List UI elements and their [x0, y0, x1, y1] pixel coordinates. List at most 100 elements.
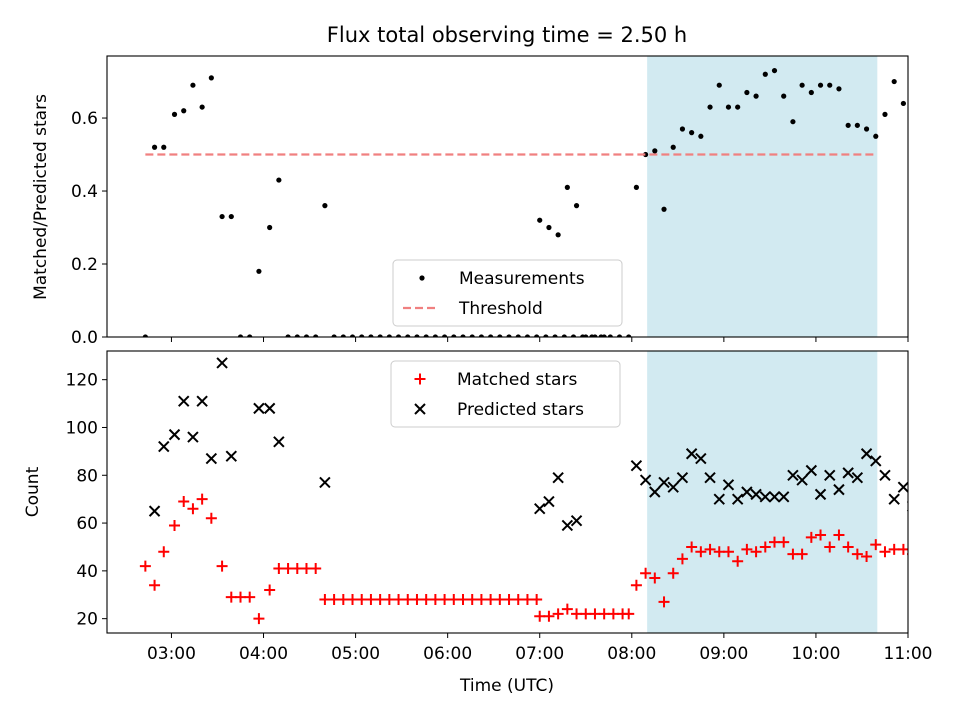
bottom-point	[759, 491, 772, 503]
top-point	[506, 334, 512, 337]
top-point	[267, 224, 273, 231]
bottom-point	[205, 512, 217, 524]
bottom-point	[570, 514, 583, 527]
legend-label: Threshold	[458, 299, 543, 319]
x-tick-label: 09:00	[699, 644, 748, 664]
top-point	[460, 334, 466, 337]
legend-box	[390, 360, 621, 428]
top-y-tick-label: 0.2	[71, 255, 98, 275]
top-series	[142, 67, 943, 337]
top-point	[744, 89, 750, 96]
top-y-tick-label: 0.4	[71, 182, 98, 202]
bottom-point	[521, 594, 533, 606]
bottom-point	[815, 529, 827, 541]
bottom-point	[543, 495, 555, 508]
bottom-point	[787, 548, 799, 560]
bottom-point	[768, 491, 781, 503]
bottom-point	[178, 496, 190, 508]
bottom-point	[598, 608, 610, 620]
top-point	[910, 83, 915, 88]
bottom-point	[196, 395, 208, 407]
x-tick-label: 10:00	[791, 644, 840, 664]
bottom-y-axis-label: Count	[23, 466, 43, 517]
bottom-point	[356, 594, 368, 606]
legend-box	[392, 259, 623, 327]
top-point	[900, 100, 906, 107]
bottom-point	[935, 549, 946, 560]
bottom-point	[235, 591, 246, 603]
bottom-point	[888, 493, 900, 505]
top-point	[359, 334, 365, 337]
bottom-point	[658, 476, 670, 489]
bottom-point	[178, 395, 190, 407]
bottom-point	[485, 594, 497, 606]
top-point	[331, 334, 337, 337]
bottom-point	[926, 473, 936, 483]
top-point	[661, 206, 667, 212]
top-point	[256, 268, 262, 274]
bottom-point	[741, 543, 753, 555]
bottom-y-tick-label: 80	[76, 466, 98, 486]
top-point	[368, 334, 374, 337]
top-y-tick-label: 0.6	[71, 109, 98, 129]
bottom-point	[842, 467, 854, 479]
bottom-point	[750, 546, 762, 558]
legend-plus-swatch	[414, 373, 426, 385]
bottom-point	[300, 562, 312, 574]
bottom-point	[429, 594, 441, 606]
bottom-y-tick-label: 100	[66, 418, 98, 438]
chart-title: Flux total observing time = 2.50 h	[327, 23, 687, 47]
bottom-point	[561, 603, 573, 615]
x-tick-label: 03:00	[147, 644, 196, 664]
top-point	[171, 111, 178, 117]
top-point	[555, 232, 561, 238]
bottom-point	[168, 428, 181, 441]
bottom-point	[411, 594, 423, 606]
top-panel: 0.0 0.2 0.4 0.6 Measurements Threshold	[71, 55, 943, 348]
top-point	[938, 86, 943, 91]
top-point	[322, 203, 328, 209]
bottom-point	[769, 536, 780, 548]
legend-x-swatch	[414, 403, 426, 415]
bottom-point	[291, 562, 303, 574]
bottom-point	[158, 440, 170, 453]
bottom-point	[796, 474, 808, 486]
top-point	[573, 203, 580, 209]
bottom-point	[796, 548, 808, 560]
bottom-series	[139, 357, 946, 625]
legend-label: Predicted stars	[457, 400, 584, 420]
bottom-point	[543, 610, 555, 622]
top-point	[845, 122, 851, 128]
top-point	[441, 334, 448, 337]
top-point	[515, 334, 521, 337]
bottom-point	[534, 610, 546, 622]
bottom-point	[187, 431, 199, 443]
top-point	[790, 119, 796, 125]
top-point	[546, 224, 552, 231]
top-point	[601, 334, 607, 337]
top-point	[679, 126, 686, 132]
bottom-point	[870, 539, 882, 551]
bottom-point	[149, 579, 161, 591]
top-point	[919, 115, 924, 120]
bottom-point	[512, 594, 524, 606]
bottom-point	[205, 452, 218, 465]
top-point	[488, 334, 494, 337]
top-point	[142, 334, 148, 337]
bottom-point	[676, 553, 688, 565]
bottom-point	[319, 594, 331, 606]
bottom-point	[639, 474, 652, 486]
bottom-point	[860, 448, 873, 460]
bottom-point	[741, 486, 753, 498]
bottom-point	[534, 503, 546, 515]
bottom-point	[457, 594, 469, 606]
bottom-point	[448, 594, 460, 606]
bottom-point	[383, 594, 395, 606]
bottom-point	[926, 546, 937, 557]
top-point	[181, 108, 187, 114]
top-point	[432, 334, 438, 337]
top-point	[762, 71, 768, 77]
top-point	[303, 334, 310, 337]
top-point	[524, 334, 531, 337]
bottom-point	[851, 471, 864, 484]
